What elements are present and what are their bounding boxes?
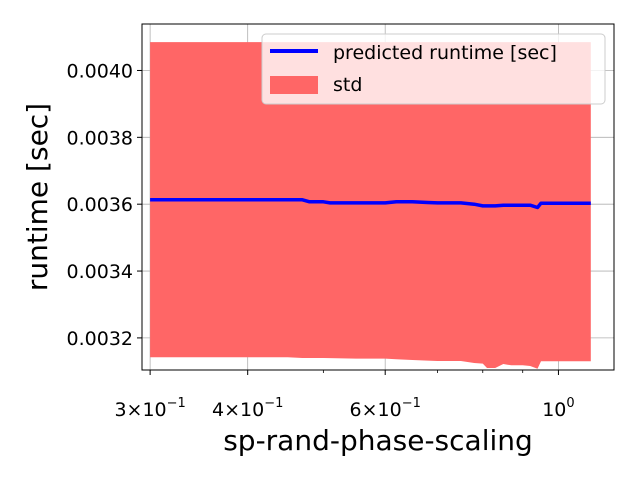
y-tick-label: 0.0038 bbox=[67, 127, 133, 149]
x-tick-label: 100 bbox=[542, 396, 574, 421]
legend-swatch-std bbox=[270, 76, 318, 94]
legend-label-predicted: predicted runtime [sec] bbox=[333, 42, 557, 64]
x-tick-label: 3×10−1 bbox=[114, 396, 185, 421]
x-tick-label-base: 3×10 bbox=[114, 399, 166, 421]
legend-label-std: std bbox=[333, 74, 362, 96]
x-tick-label-base: 10 bbox=[542, 399, 566, 421]
y-tick-label: 0.0036 bbox=[67, 194, 133, 216]
y-tick-label: 0.0040 bbox=[67, 60, 133, 82]
y-axis-label: runtime [sec] bbox=[21, 103, 54, 291]
series-line-layer bbox=[150, 198, 591, 210]
y-axis: 0.0032 0.0034 0.0036 0.0038 0.0040 bbox=[67, 60, 142, 350]
predicted-runtime-line bbox=[150, 198, 591, 210]
x-tick-label: 4×10−1 bbox=[212, 396, 283, 421]
x-tick-label-exponent: −1 bbox=[402, 396, 421, 411]
legend: predicted runtime [sec] std bbox=[261, 33, 606, 105]
x-axis: 3×10−1 4×10−1 6×10−1 100 bbox=[114, 370, 575, 421]
x-axis-label: sp-rand-phase-scaling bbox=[223, 424, 533, 457]
x-tick-label-exponent: −1 bbox=[167, 396, 186, 411]
std-band-layer bbox=[150, 42, 591, 369]
x-tick-label: 6×10−1 bbox=[350, 396, 421, 421]
plot-frame bbox=[141, 23, 615, 371]
std-band bbox=[150, 42, 591, 369]
x-tick-label-exponent: −1 bbox=[264, 396, 283, 411]
x-tick-label-exponent: 0 bbox=[566, 396, 574, 411]
x-tick-label-base: 4×10 bbox=[212, 399, 264, 421]
y-tick-label: 0.0034 bbox=[67, 261, 133, 283]
x-tick-label-base: 6×10 bbox=[350, 399, 402, 421]
legend-box bbox=[261, 33, 606, 105]
y-tick-label: 0.0032 bbox=[67, 328, 133, 350]
